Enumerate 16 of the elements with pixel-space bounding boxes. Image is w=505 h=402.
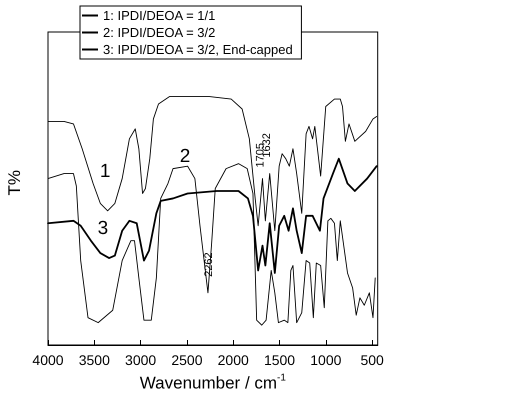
x-tick-label: 2000 <box>218 352 250 368</box>
x-tick-label: 500 <box>360 352 384 368</box>
x-tick-label: 4000 <box>32 352 64 368</box>
legend-label: 1: IPDI/DEOA = 1/1 <box>103 8 216 23</box>
annotation: 2 <box>180 146 190 168</box>
legend-label: 2: IPDI/DEOA = 3/2 <box>103 25 216 40</box>
annotation: 3 <box>98 218 108 240</box>
annotation: 1632 <box>260 133 273 158</box>
x-tick-label: 3500 <box>78 352 110 368</box>
x-tick-label: 1000 <box>310 352 342 368</box>
x-tick-label: 1500 <box>264 352 296 368</box>
x-tick-label: 2500 <box>171 352 203 368</box>
x-tick-label: 3000 <box>125 352 156 368</box>
annotation: 1 <box>100 161 110 182</box>
y-axis-title: T% <box>5 170 24 196</box>
legend-label: 3: IPDI/DEOA = 3/2, End-capped <box>103 42 293 57</box>
